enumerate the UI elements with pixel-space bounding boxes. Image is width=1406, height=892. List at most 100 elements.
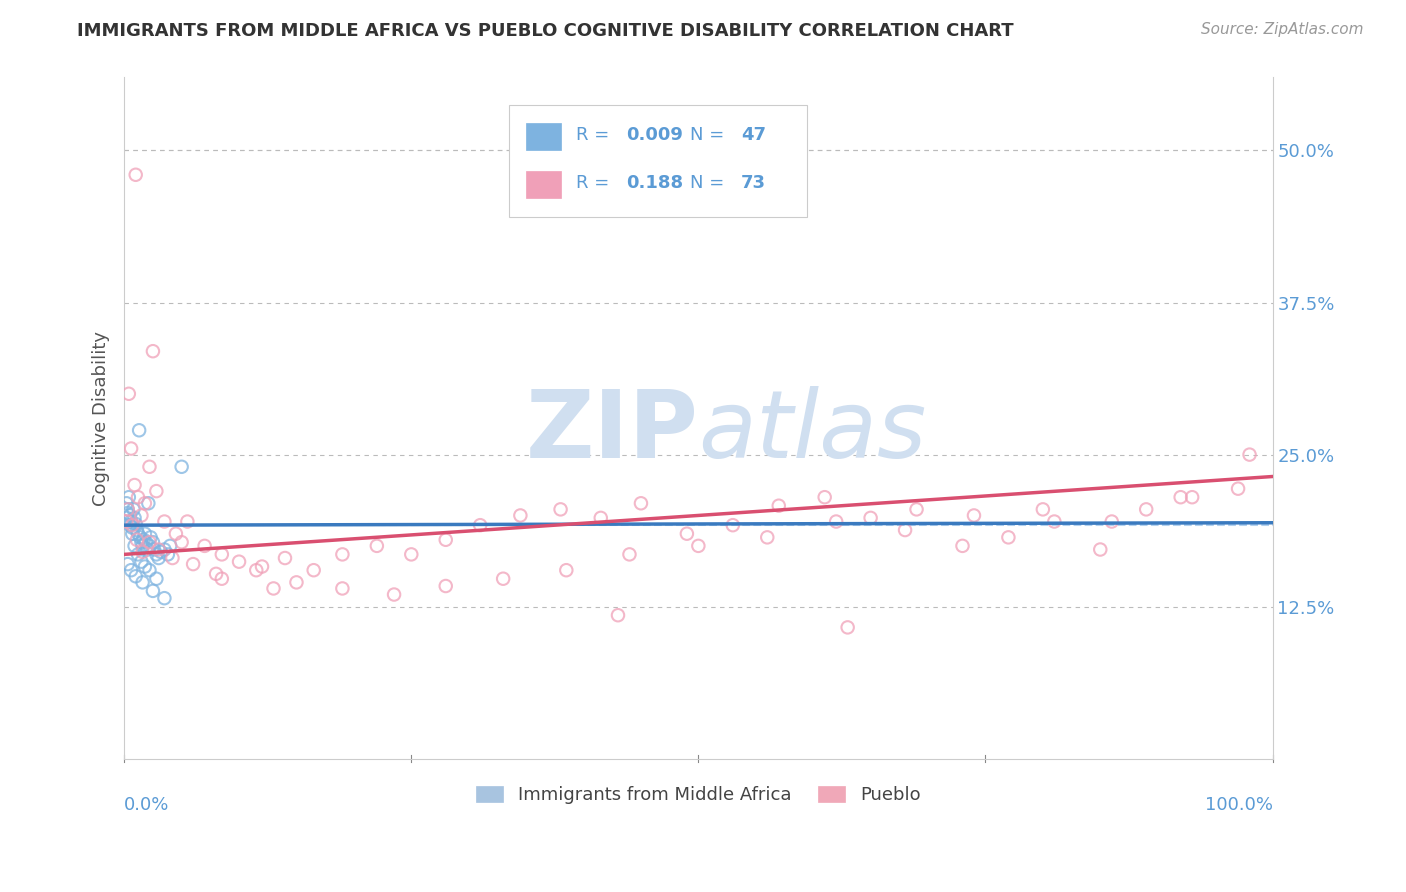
Point (1032, 502, 1054, 516)
Point (148, 551, 170, 566)
Point (401, 548, 423, 562)
Point (228, 555, 250, 569)
Point (509, 508, 531, 523)
Point (153, 542, 176, 557)
Point (115, 515, 138, 529)
Point (194, 539, 217, 553)
Point (894, 523, 917, 537)
Point (434, 533, 457, 547)
Point (630, 496, 652, 510)
Bar (526, 123, 561, 151)
Point (145, 572, 167, 586)
Point (250, 559, 273, 574)
Point (145, 484, 167, 499)
Text: R =: R = (575, 127, 614, 145)
Point (138, 459, 160, 474)
Point (121, 526, 143, 541)
Point (138, 563, 160, 577)
Point (245, 563, 267, 577)
Point (134, 526, 156, 541)
Point (120, 563, 142, 577)
Point (132, 533, 155, 547)
Point (129, 530, 152, 544)
Point (142, 583, 165, 598)
Text: N =: N = (690, 127, 730, 145)
Point (131, 555, 153, 569)
FancyBboxPatch shape (509, 104, 807, 217)
Point (124, 511, 146, 525)
Text: 47: 47 (741, 127, 766, 145)
Point (125, 533, 148, 547)
Point (366, 539, 388, 553)
Point (721, 518, 744, 533)
Point (263, 582, 285, 596)
Point (115, 511, 138, 525)
Point (1090, 542, 1112, 557)
Point (121, 518, 143, 533)
Point (131, 508, 153, 523)
Y-axis label: Cognitive Disability: Cognitive Disability (93, 331, 110, 506)
Point (136, 542, 159, 557)
Point (825, 515, 848, 529)
Text: 0.188: 0.188 (626, 174, 683, 192)
Point (121, 520, 143, 534)
Point (124, 478, 146, 492)
Text: 0.009: 0.009 (626, 127, 683, 145)
Point (905, 502, 928, 516)
Point (619, 548, 641, 562)
Text: 0.0%: 0.0% (124, 797, 170, 814)
Point (117, 557, 139, 571)
Point (382, 588, 405, 602)
Point (142, 535, 165, 549)
Point (205, 566, 228, 581)
Point (676, 526, 699, 541)
Point (170, 535, 193, 549)
Point (125, 168, 148, 182)
Text: R =: R = (575, 174, 614, 192)
Point (128, 423, 150, 437)
Point (138, 539, 160, 553)
Point (607, 608, 630, 623)
Point (1101, 515, 1123, 529)
Point (159, 539, 181, 553)
Point (138, 535, 160, 549)
Point (1043, 515, 1066, 529)
Point (134, 559, 156, 574)
Point (124, 539, 146, 553)
Point (470, 518, 492, 533)
Point (131, 575, 153, 590)
Point (492, 572, 515, 586)
Point (153, 515, 176, 529)
Point (176, 515, 198, 529)
Point (688, 539, 710, 553)
Point (1239, 448, 1261, 462)
Point (118, 490, 141, 504)
Point (125, 569, 148, 583)
Point (118, 386, 141, 401)
Point (997, 530, 1019, 544)
Point (118, 518, 141, 533)
Point (756, 530, 779, 544)
Point (117, 506, 139, 520)
Text: atlas: atlas (699, 386, 927, 477)
Point (117, 502, 139, 516)
Point (156, 548, 179, 562)
Point (589, 511, 612, 525)
Point (952, 539, 974, 553)
Point (117, 502, 139, 516)
Point (139, 530, 162, 544)
Point (332, 548, 354, 562)
Text: IMMIGRANTS FROM MIDDLE AFRICA VS PUEBLO COGNITIVE DISABILITY CORRELATION CHART: IMMIGRANTS FROM MIDDLE AFRICA VS PUEBLO … (77, 22, 1014, 40)
Point (274, 551, 297, 566)
Text: 73: 73 (741, 174, 766, 192)
Point (142, 344, 165, 359)
Point (1170, 490, 1192, 504)
Point (1135, 502, 1157, 516)
Point (134, 496, 156, 510)
Point (138, 496, 160, 510)
Point (135, 535, 157, 549)
Point (814, 490, 837, 504)
Point (170, 459, 193, 474)
Point (131, 545, 153, 559)
Point (1181, 490, 1204, 504)
